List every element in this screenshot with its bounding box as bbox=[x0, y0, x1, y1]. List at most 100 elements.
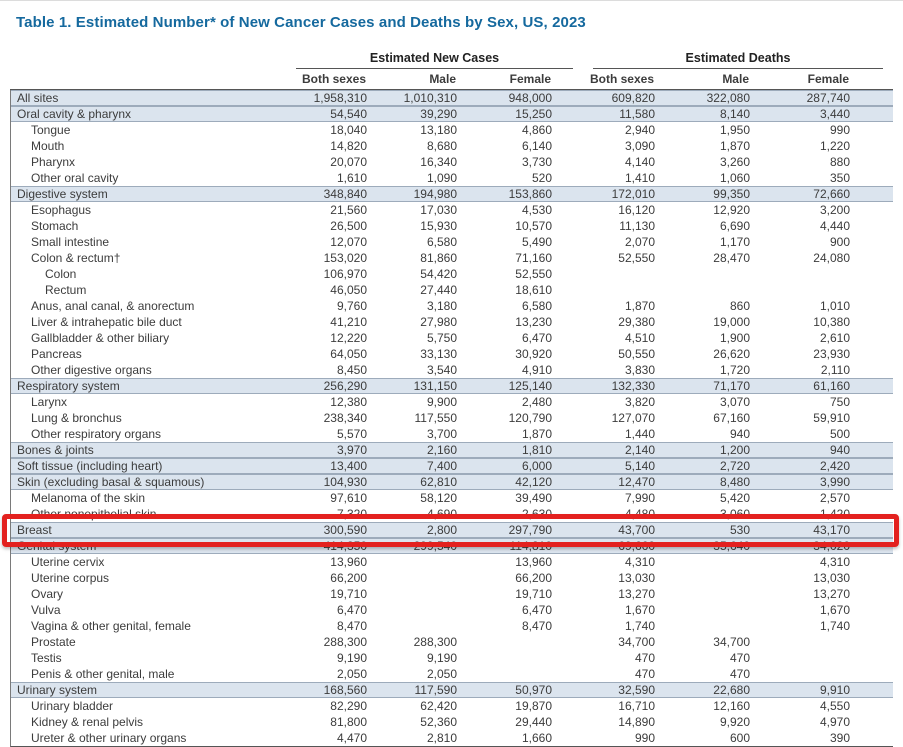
row-value: 4,470 bbox=[336, 731, 367, 745]
table-row: Colon & rectum† 153,020 81,860 71,160 52,550… bbox=[11, 250, 893, 266]
row-value: 1,610 bbox=[336, 171, 367, 185]
row-label: Skin (excluding basal & squamous) bbox=[17, 475, 205, 489]
row-value: 530 bbox=[729, 523, 750, 537]
column-group-header-row: Estimated New Cases Estimated Deaths bbox=[10, 47, 893, 69]
row-value: 1,440 bbox=[624, 427, 655, 441]
row-value: 2,050 bbox=[336, 667, 367, 681]
row-value: 4,510 bbox=[624, 331, 655, 345]
row-value: 69,660 bbox=[618, 539, 655, 553]
row-value bbox=[661, 586, 756, 602]
table-row: Ureter & other urinary organs 4,470 2,810 1… bbox=[11, 730, 893, 746]
row-value: 82,290 bbox=[330, 699, 367, 713]
row-value: 3,180 bbox=[426, 299, 457, 313]
row-value: 3,260 bbox=[719, 155, 750, 169]
row-value: 168,560 bbox=[323, 683, 367, 697]
row-value bbox=[756, 282, 894, 298]
table-row: Ovary 19,710 19,710 13,270 13,270 bbox=[11, 586, 893, 602]
row-value: 2,800 bbox=[426, 523, 457, 537]
row-value: 14,820 bbox=[330, 139, 367, 153]
row-value bbox=[373, 602, 463, 618]
column-header-both-sexes-deaths: Both sexes bbox=[589, 72, 654, 86]
table-row: Kidney & renal pelvis 81,800 52,360 29,440 1… bbox=[11, 714, 893, 730]
row-label: Pancreas bbox=[31, 347, 82, 361]
row-label: Other oral cavity bbox=[31, 171, 119, 185]
row-value: 42,120 bbox=[515, 475, 552, 489]
table-row: Uterine corpus 66,200 66,200 13,030 13,030 bbox=[11, 570, 893, 586]
row-value: 21,560 bbox=[330, 203, 367, 217]
row-value: 1,090 bbox=[426, 171, 457, 185]
row-label: Breast bbox=[17, 523, 52, 537]
row-value: 19,000 bbox=[713, 315, 750, 329]
row-value: 990 bbox=[634, 731, 655, 745]
row-value: 3,070 bbox=[719, 395, 750, 409]
row-value bbox=[661, 618, 756, 634]
row-value: 4,860 bbox=[521, 123, 552, 137]
table-row: Other oral cavity 1,610 1,090 520 1,410 1,060… bbox=[11, 170, 893, 186]
row-value: 3,200 bbox=[819, 203, 850, 217]
row-value: 117,590 bbox=[414, 683, 458, 697]
row-label: Ovary bbox=[31, 587, 64, 601]
row-value: 2,160 bbox=[426, 443, 457, 457]
row-value: 9,760 bbox=[336, 299, 367, 313]
row-value: 50,970 bbox=[515, 683, 552, 697]
row-value: 18,040 bbox=[330, 123, 367, 137]
row-label: Small intestine bbox=[31, 235, 110, 249]
row-value: 6,000 bbox=[521, 459, 552, 473]
row-label: Stomach bbox=[31, 219, 79, 233]
row-value: 9,910 bbox=[819, 683, 850, 697]
column-header-both-sexes-cases: Both sexes bbox=[301, 72, 366, 86]
row-value: 18,610 bbox=[515, 283, 552, 297]
row-value bbox=[756, 266, 894, 282]
table-row: Other digestive organs 8,450 3,540 4,910 3,8… bbox=[11, 362, 893, 378]
column-header-female-cases: Female bbox=[509, 72, 551, 86]
row-value: 11,580 bbox=[619, 107, 655, 121]
row-value: 39,490 bbox=[515, 491, 552, 505]
row-label: Vagina & other genital, female bbox=[31, 619, 191, 633]
row-value: 52,550 bbox=[618, 251, 655, 265]
row-value: 127,070 bbox=[611, 411, 655, 425]
row-value: 9,190 bbox=[336, 651, 367, 665]
row-value: 120,790 bbox=[508, 411, 552, 425]
row-value: 153,020 bbox=[323, 251, 367, 265]
row-value: 17,030 bbox=[420, 203, 457, 217]
row-value: 4,310 bbox=[819, 555, 850, 569]
row-value bbox=[661, 570, 756, 586]
row-value: 26,620 bbox=[713, 347, 750, 361]
row-value: 4,970 bbox=[819, 715, 850, 729]
table-row: Liver & intrahepatic bile duct 41,210 27,9… bbox=[11, 314, 893, 330]
row-value: 10,570 bbox=[515, 219, 552, 233]
row-value: 11,130 bbox=[619, 219, 655, 233]
row-label: Rectum bbox=[45, 283, 87, 297]
row-value: 14,890 bbox=[618, 715, 655, 729]
table-row: Pharynx 20,070 16,340 3,730 4,140 3,260 880 bbox=[11, 154, 893, 170]
table-row: Gallbladder & other biliary 12,220 5,750 6,… bbox=[11, 330, 893, 346]
table-row: Testis 9,190 9,190 470 470 bbox=[11, 650, 893, 666]
row-value: 41,210 bbox=[330, 315, 367, 329]
row-value: 5,420 bbox=[719, 491, 750, 505]
row-value: 29,380 bbox=[618, 315, 655, 329]
row-value: 97,610 bbox=[330, 491, 367, 505]
table-row: Soft tissue (including heart) 13,400 7,400… bbox=[11, 458, 893, 474]
row-label: Other nonepithelial skin bbox=[31, 507, 157, 521]
row-value bbox=[756, 650, 894, 666]
row-value: 238,340 bbox=[323, 411, 367, 425]
row-value: 600 bbox=[729, 731, 750, 745]
row-label: Penis & other genital, male bbox=[31, 667, 175, 681]
row-value: 1,720 bbox=[719, 363, 750, 377]
row-value: 2,110 bbox=[820, 363, 850, 377]
table-row: Rectum 46,050 27,440 18,610 bbox=[11, 282, 893, 298]
row-value: 1,950 bbox=[719, 123, 750, 137]
row-value: 1,670 bbox=[624, 603, 655, 617]
table-row: Bones & joints 3,970 2,160 1,810 2,140 1,200 9… bbox=[11, 442, 893, 458]
row-value: 12,070 bbox=[330, 235, 367, 249]
row-label: Other digestive organs bbox=[31, 363, 152, 377]
row-value: 6,470 bbox=[336, 603, 367, 617]
row-label: Gallbladder & other biliary bbox=[31, 331, 170, 345]
row-value: 3,440 bbox=[819, 107, 850, 121]
row-value: 322,080 bbox=[706, 91, 750, 105]
row-value: 4,910 bbox=[521, 363, 552, 377]
table-row: Urinary system 168,560 117,590 50,970 32,590… bbox=[11, 682, 893, 698]
row-value: 13,180 bbox=[420, 123, 457, 137]
table-title: Table 1. Estimated Number* of New Cancer… bbox=[16, 14, 586, 31]
row-value: 30,920 bbox=[515, 347, 552, 361]
